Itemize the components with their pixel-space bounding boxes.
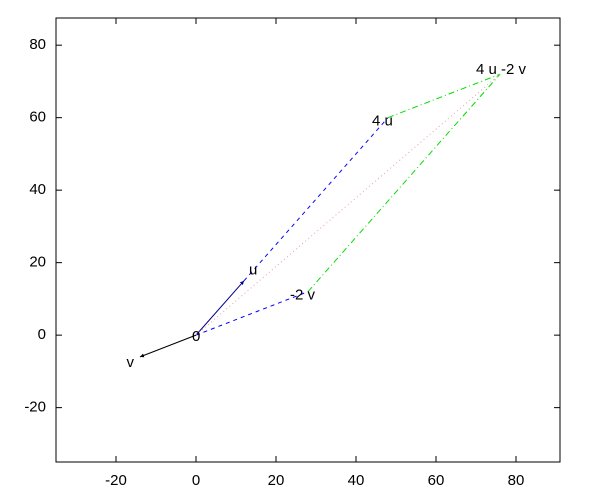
vector-segment — [307, 73, 501, 292]
y-tick-label: 80 — [29, 36, 46, 53]
x-tick-label: 60 — [428, 472, 445, 489]
point-label: u — [249, 262, 257, 279]
x-tick-label: 20 — [268, 472, 285, 489]
point-label: 0 — [192, 328, 200, 345]
vector-segment — [195, 280, 245, 336]
vector-segment — [387, 73, 501, 119]
plot-frame — [55, 17, 561, 463]
x-tick-label: -20 — [105, 472, 127, 489]
y-tick-label: 40 — [29, 181, 46, 198]
y-tick-label: 60 — [29, 109, 46, 126]
point-label: 4 u — [372, 113, 393, 130]
vector-segment — [139, 334, 197, 358]
y-tick-label: 20 — [29, 254, 46, 271]
y-tick-label: -20 — [24, 399, 46, 416]
vector-segment — [243, 117, 389, 282]
x-tick-label: 80 — [508, 472, 525, 489]
vector-segment — [195, 73, 501, 336]
x-tick-label: 40 — [348, 472, 365, 489]
y-tick-label: 0 — [38, 326, 46, 343]
point-label: -2 v — [290, 287, 316, 304]
x-tick-label: 0 — [192, 472, 200, 489]
point-label: 4 u -2 v — [476, 61, 527, 78]
point-label: v — [127, 354, 135, 371]
